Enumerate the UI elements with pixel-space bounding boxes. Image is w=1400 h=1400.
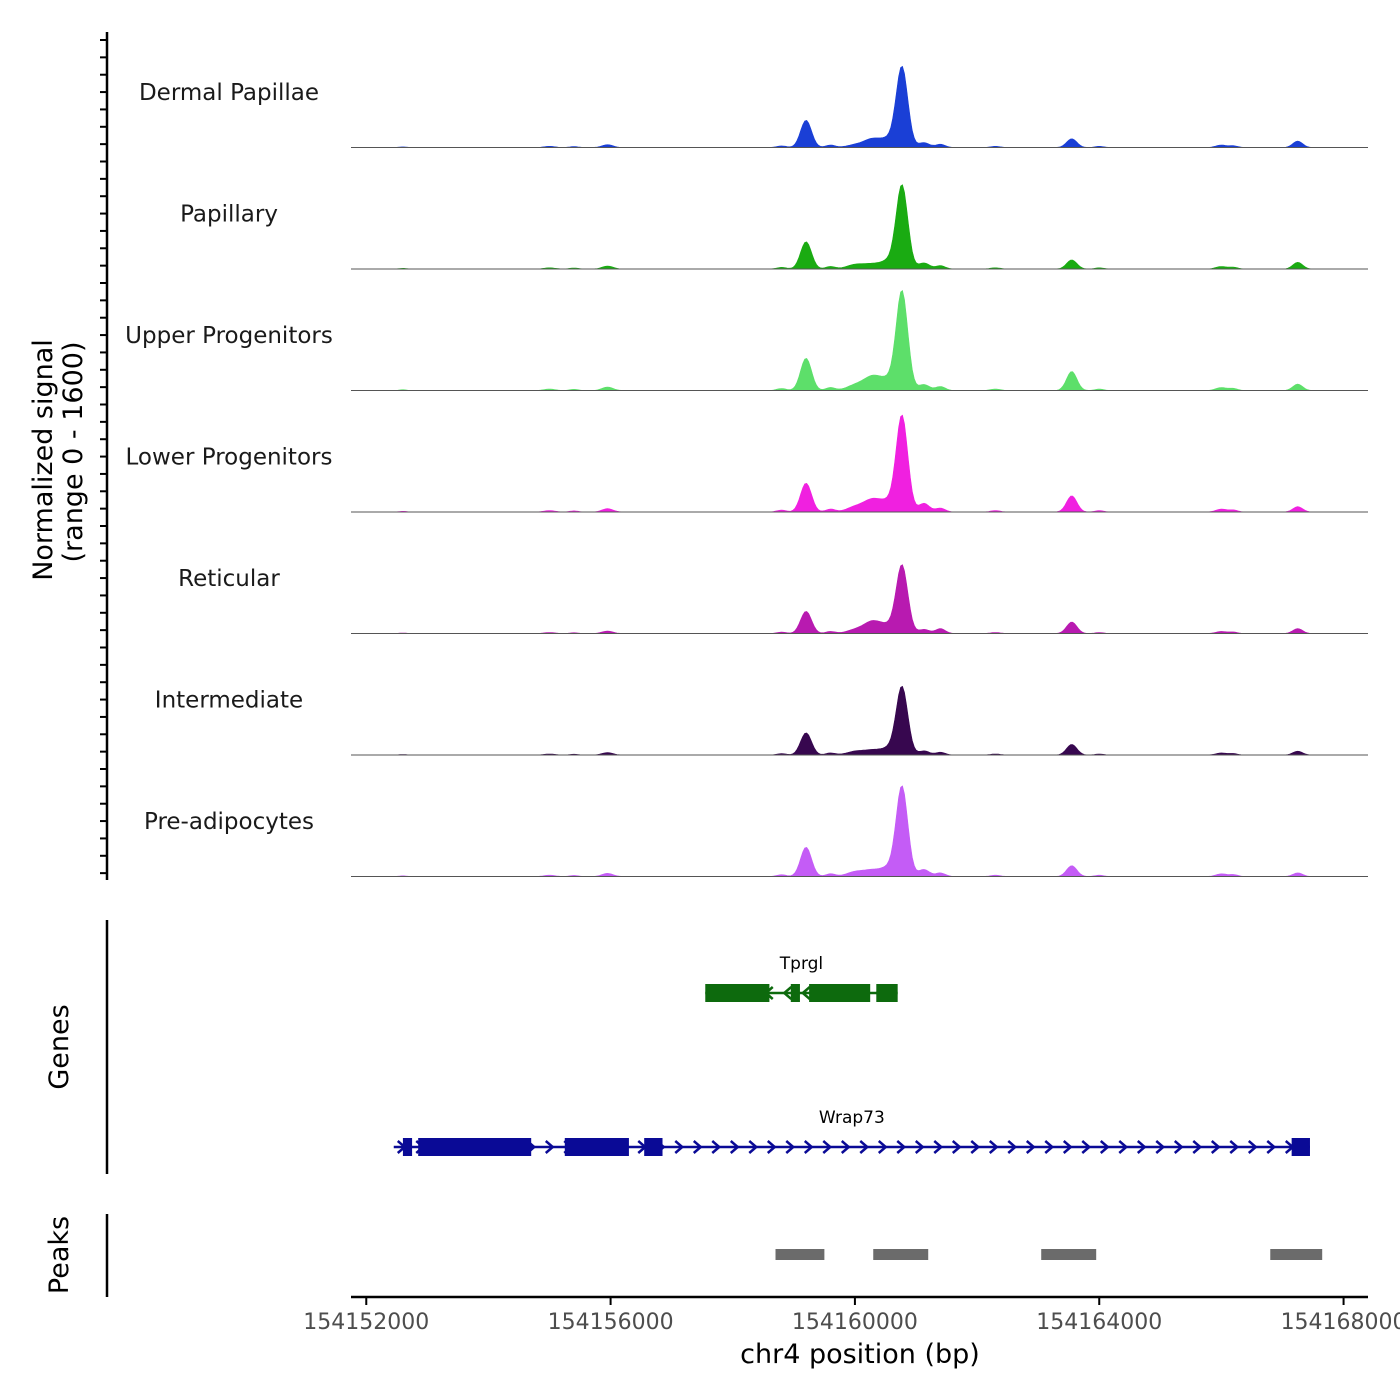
strand-arrow — [1247, 1140, 1258, 1154]
strand-arrow — [1229, 1140, 1240, 1154]
strand-arrow — [1266, 1140, 1277, 1154]
strand-arrow — [951, 1140, 962, 1154]
gene-tprgl: Tprgl — [705, 954, 898, 1002]
strand-arrow — [674, 1140, 685, 1154]
y-axis-label-line1: Normalized signal — [28, 339, 59, 581]
track-reticular: Reticular — [178, 564, 1368, 634]
y-axis-label-line2: (range 0 - 1600) — [58, 342, 89, 563]
gene-exon — [876, 984, 898, 1002]
strand-arrow — [859, 1140, 870, 1154]
strand-arrow — [729, 1140, 740, 1154]
strand-arrow — [1007, 1140, 1018, 1154]
strand-arrow — [711, 1140, 722, 1154]
genes-panel-label: Genes — [44, 1004, 75, 1089]
peak-region — [1270, 1249, 1323, 1260]
strand-arrow — [988, 1140, 999, 1154]
gene-exon — [402, 1138, 413, 1156]
x-tick-label: 154164000 — [1036, 1310, 1162, 1335]
peak-region — [1041, 1249, 1097, 1260]
track-label: Upper Progenitors — [125, 323, 333, 349]
track-label: Lower Progenitors — [126, 445, 333, 471]
track-label: Intermediate — [155, 688, 303, 714]
strand-arrow — [914, 1140, 925, 1154]
strand-arrow — [1025, 1140, 1036, 1154]
strand-arrow — [782, 986, 793, 1000]
gene-exon — [1291, 1138, 1310, 1156]
track-upper-progenitors: Upper Progenitors — [125, 289, 1368, 391]
strand-arrow — [1118, 1140, 1129, 1154]
gene-exon — [705, 984, 770, 1002]
x-tick-label: 154156000 — [548, 1310, 674, 1335]
strand-arrow — [877, 1140, 888, 1154]
gene-exon — [790, 984, 800, 1002]
strand-arrow — [748, 1140, 759, 1154]
signal-area — [351, 289, 1368, 391]
gene-exon — [809, 984, 871, 1002]
strand-arrow — [1210, 1140, 1221, 1154]
gene-annotations: Tprgl Wrap73 — [393, 954, 1310, 1156]
signal-area — [351, 685, 1368, 756]
x-axis-label: chr4 position (bp) — [740, 1339, 980, 1370]
strand-arrow — [1099, 1140, 1110, 1154]
strand-arrow — [785, 1140, 796, 1154]
track-label: Reticular — [178, 566, 280, 592]
track-intermediate: Intermediate — [155, 685, 1368, 756]
strand-arrow — [803, 1140, 814, 1154]
signal-tracks: Dermal Papillae Papillary Upper Progenitor… — [125, 65, 1368, 877]
peaks-panel-label: Peaks — [44, 1216, 75, 1294]
gene-exon — [564, 1138, 629, 1156]
strand-arrow — [1062, 1140, 1073, 1154]
track-label: Pre-adipocytes — [144, 809, 314, 835]
strand-arrow — [1155, 1140, 1166, 1154]
signal-area — [351, 564, 1368, 634]
track-pre-adipocytes: Pre-adipocytes — [144, 785, 1368, 877]
signal-area — [351, 785, 1368, 877]
track-dermal-papillae: Dermal Papillae — [139, 65, 1368, 148]
x-tick-label: 154168000 — [1281, 1310, 1400, 1335]
track-label: Papillary — [180, 202, 278, 228]
gene-exon — [418, 1138, 532, 1156]
track-label: Dermal Papillae — [139, 80, 319, 106]
strand-arrow — [800, 986, 811, 1000]
strand-arrow — [896, 1140, 907, 1154]
strand-arrow — [840, 1140, 851, 1154]
peak-region — [775, 1249, 825, 1260]
strand-arrow — [1173, 1140, 1184, 1154]
peak-region — [873, 1249, 929, 1260]
strand-arrow — [1044, 1140, 1055, 1154]
signal-y-axis — [100, 32, 109, 880]
strand-arrow — [1136, 1140, 1147, 1154]
gene-name-label: Tprgl — [779, 954, 823, 974]
gene-name-label: Wrap73 — [819, 1108, 885, 1128]
track-lower-progenitors: Lower Progenitors — [126, 414, 1368, 513]
signal-area — [351, 65, 1368, 148]
gene-wrap73: Wrap73 — [393, 1108, 1310, 1156]
signal-area — [351, 414, 1368, 513]
track-papillary: Papillary — [180, 184, 1368, 270]
x-tick-label: 154160000 — [792, 1310, 918, 1335]
strand-arrow — [1192, 1140, 1203, 1154]
peak-regions — [775, 1249, 1323, 1260]
x-axis-ticks: 154152000 154156000 154160000 154164000 1541… — [303, 1297, 1400, 1335]
strand-arrow — [970, 1140, 981, 1154]
strand-arrow — [544, 1140, 555, 1154]
gene-exon — [644, 1138, 663, 1156]
strand-arrow — [1081, 1140, 1092, 1154]
x-tick-label: 154152000 — [303, 1310, 429, 1335]
strand-arrow — [692, 1140, 703, 1154]
strand-arrow — [933, 1140, 944, 1154]
signal-area — [351, 184, 1368, 270]
strand-arrow — [822, 1140, 833, 1154]
strand-arrow — [766, 1140, 777, 1154]
